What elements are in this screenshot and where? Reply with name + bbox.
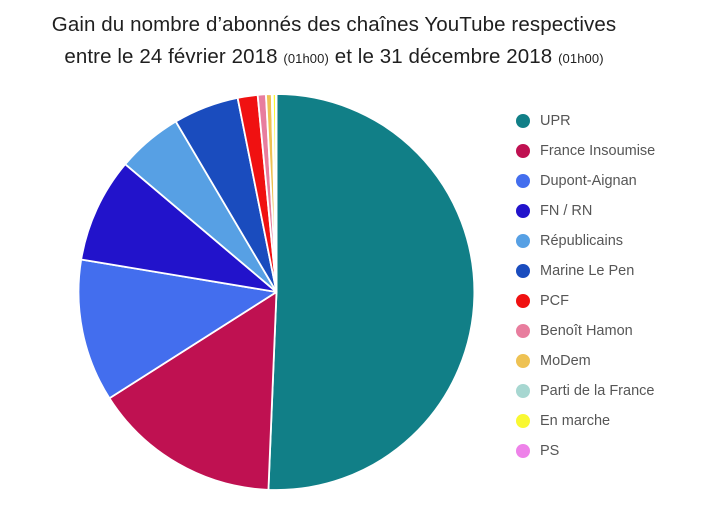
legend-label: PCF [540, 293, 569, 309]
legend-label: Républicains [540, 233, 624, 249]
legend-item-ps: PS [516, 436, 655, 466]
legend-color-dot [516, 234, 530, 248]
legend-item-parti-de-la-france: Parti de la France [516, 376, 655, 406]
legend-color-dot [516, 384, 530, 398]
legend-color-dot [516, 174, 530, 188]
legend-label: Parti de la France [540, 383, 655, 399]
legend-item-beno-t-hamon: Benoît Hamon [516, 316, 655, 346]
pie-slice-dupont-aignan [77, 258, 278, 400]
legend-label: Dupont-Aignan [540, 173, 637, 189]
chart-subtitle-time-1: (01h00) [283, 51, 329, 66]
pie-slice-ps [274, 93, 278, 293]
legend-color-dot [516, 414, 530, 428]
legend-item-france-insoumise: France Insoumise [516, 136, 655, 166]
legend-item-marine-le-pen: Marine Le Pen [516, 256, 655, 286]
legend-item-dupont-aignan: Dupont-Aignan [516, 166, 655, 196]
chart-legend: UPR France Insoumise Dupont-Aignan FN / RN R… [516, 106, 655, 466]
legend-item-pcf: PCF [516, 286, 655, 316]
legend-label: France Insoumise [540, 143, 656, 159]
legend-color-dot [516, 354, 530, 368]
chart-title-line1: Gain du nombre d’abonnés des chaînes You… [0, 9, 668, 41]
chart-subtitle-text: entre le 24 février 2018 [64, 45, 284, 68]
chart-subtitle-text-2: et le 31 décembre 2018 [328, 45, 559, 68]
legend-label: En marche [540, 413, 611, 429]
legend-color-dot [516, 324, 530, 338]
legend-label: Benoît Hamon [540, 323, 633, 339]
pie-slice-upr [267, 93, 476, 491]
legend-item-r-publicains: Républicains [516, 226, 655, 256]
chart-title: Gain du nombre d’abonnés des chaînes You… [0, 9, 668, 75]
pie-slice-france-insoumise [108, 291, 278, 491]
legend-item-upr: UPR [516, 106, 655, 136]
legend-label: UPR [540, 113, 571, 129]
legend-color-dot [516, 144, 530, 158]
legend-color-dot [516, 114, 530, 128]
legend-label: MoDem [540, 353, 591, 369]
legend-color-dot [516, 294, 530, 308]
legend-color-dot [516, 444, 530, 458]
legend-color-dot [516, 204, 530, 218]
chart-subtitle-time-2: (01h00) [558, 51, 604, 66]
legend-item-fn-rn: FN / RN [516, 196, 655, 226]
legend-label: Marine Le Pen [540, 263, 635, 279]
legend-item-en-marche: En marche [516, 406, 655, 436]
legend-color-dot [516, 264, 530, 278]
chart-title-text: Gain du nombre d’abonnés des chaînes You… [51, 13, 617, 36]
legend-label: FN / RN [540, 203, 593, 219]
legend-item-modem: MoDem [516, 346, 655, 376]
chart-title-line2: entre le 24 février 2018 (01h00) et le 3… [0, 41, 668, 75]
legend-label: PS [540, 443, 560, 459]
pie-slice-fn-rn [80, 163, 278, 293]
